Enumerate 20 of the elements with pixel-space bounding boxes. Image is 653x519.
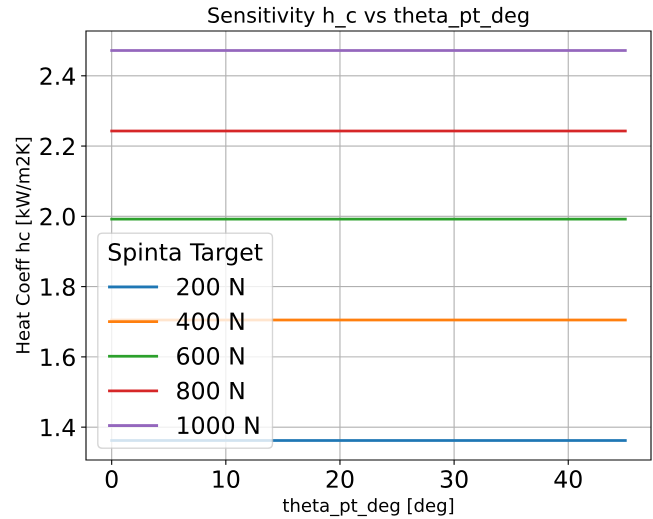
- x-tick-label: 0: [106, 470, 118, 488]
- legend-title: Spinta Target: [108, 242, 262, 266]
- y-axis-title: Heat Coeff hc [kW/m2K]: [16, 138, 32, 353]
- y-tick-label: 2.4: [40, 67, 75, 85]
- chart-title: Sensitivity h_c vs theta_pt_deg: [208, 6, 528, 28]
- x-tick-label: 40: [554, 470, 582, 488]
- legend-label: 800 N: [177, 382, 244, 400]
- y-tick-label: 1.8: [41, 278, 75, 296]
- legend-label: 600 N: [177, 347, 244, 365]
- x-tick-label: 10: [213, 470, 240, 488]
- x-tick-label: 20: [326, 470, 354, 488]
- legend-label: 400 N: [176, 312, 244, 330]
- y-tick-label: 2.2: [40, 138, 74, 156]
- x-tick-label: 30: [440, 470, 468, 488]
- y-tick-label: 1.4: [41, 418, 75, 436]
- legend-label: 1000 N: [178, 416, 259, 434]
- y-tick-label: 2.0: [40, 208, 75, 226]
- y-tick-label: 1.6: [41, 348, 75, 366]
- legend-label: 200 N: [177, 278, 244, 296]
- x-axis-title: theta_pt_deg [deg]: [282, 498, 454, 516]
